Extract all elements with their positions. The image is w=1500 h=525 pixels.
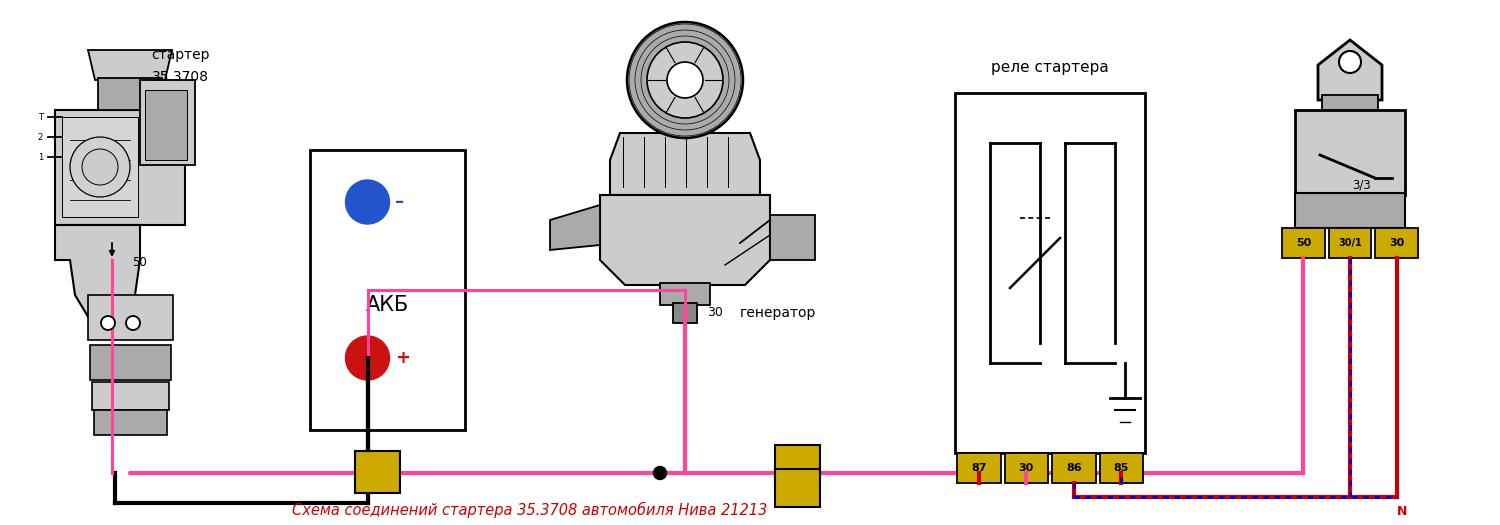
Bar — [1329, 228, 1371, 258]
Circle shape — [646, 42, 723, 118]
Text: N: N — [1396, 505, 1407, 518]
Text: 30: 30 — [706, 307, 723, 320]
Text: Схема соединений стартера 35.3708 автомобиля Нива 21213: Схема соединений стартера 35.3708 автомо… — [292, 502, 768, 518]
Bar — [93, 410, 166, 435]
Circle shape — [126, 316, 140, 330]
Text: 30/1: 30/1 — [1338, 238, 1362, 248]
Text: 2: 2 — [38, 132, 44, 142]
Circle shape — [668, 62, 704, 98]
Circle shape — [100, 316, 116, 330]
Bar — [674, 303, 698, 323]
Bar — [356, 451, 401, 493]
Circle shape — [82, 149, 118, 185]
Text: 86: 86 — [1066, 463, 1082, 473]
Polygon shape — [610, 133, 760, 195]
Text: 1: 1 — [38, 152, 44, 162]
Bar — [87, 295, 172, 340]
Text: стартер: стартер — [150, 48, 208, 62]
Bar — [957, 453, 1000, 483]
Bar — [1294, 110, 1406, 195]
Polygon shape — [770, 215, 814, 260]
Text: 3/3: 3/3 — [1353, 178, 1371, 192]
Text: 50: 50 — [1296, 238, 1311, 248]
Text: T: T — [38, 112, 44, 121]
Text: 50: 50 — [132, 257, 147, 269]
Bar — [1322, 95, 1378, 115]
Text: 30: 30 — [1019, 463, 1034, 473]
Bar — [1100, 453, 1143, 483]
Circle shape — [70, 137, 130, 197]
Text: АКБ: АКБ — [366, 295, 410, 315]
Circle shape — [345, 180, 390, 224]
Polygon shape — [600, 195, 770, 285]
Bar — [146, 90, 188, 160]
Bar — [140, 80, 195, 165]
Text: генератор: генератор — [740, 306, 816, 320]
Polygon shape — [550, 205, 600, 250]
Text: реле стартера: реле стартера — [992, 60, 1108, 75]
Polygon shape — [1318, 40, 1382, 100]
Circle shape — [627, 22, 742, 138]
Bar — [1005, 453, 1048, 483]
Bar — [1294, 193, 1406, 228]
Bar — [1282, 228, 1324, 258]
Bar — [956, 93, 1144, 453]
Circle shape — [1340, 51, 1360, 73]
Bar — [1052, 453, 1095, 483]
Bar — [56, 110, 184, 225]
Bar — [90, 345, 171, 380]
Polygon shape — [88, 50, 172, 80]
Polygon shape — [56, 225, 140, 320]
Text: 87: 87 — [970, 463, 987, 473]
Bar — [1376, 228, 1417, 258]
Text: –: – — [396, 193, 405, 211]
Text: 30: 30 — [1389, 238, 1404, 248]
Bar — [776, 469, 820, 507]
Polygon shape — [62, 117, 138, 217]
Text: 35.3708: 35.3708 — [152, 70, 208, 84]
Text: 85: 85 — [1113, 463, 1130, 473]
Bar — [660, 283, 710, 305]
Bar — [98, 78, 162, 110]
Text: +: + — [396, 349, 411, 367]
Bar — [92, 382, 168, 410]
Bar — [310, 150, 465, 430]
Circle shape — [654, 467, 666, 479]
Bar — [776, 445, 820, 483]
Circle shape — [345, 336, 390, 380]
